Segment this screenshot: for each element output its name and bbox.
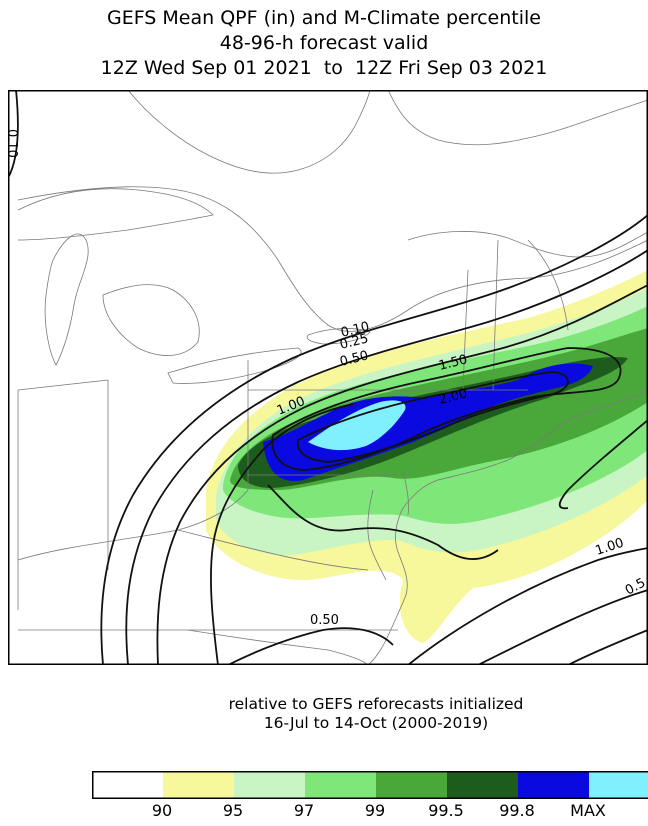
colorbar-swatch-7 (589, 771, 648, 799)
shade-99-8 (263, 363, 593, 482)
colorbar-labels: 90 95 97 99 99.5 99.8 MAX (0, 801, 648, 823)
canada-shore-east (407, 231, 648, 258)
contour-label-2-00: 2.00 (437, 386, 469, 408)
contour-0-25 (125, 249, 648, 665)
colorbar-border (92, 771, 648, 799)
title-line-1: GEFS Mean QPF (in) and M-Climate percent… (106, 7, 541, 29)
reforecast-note: relative to GEFS reforecasts initialized… (0, 695, 648, 733)
colorbar-label-90: 90 (151, 801, 173, 820)
state-line-virginia (177, 529, 369, 571)
contour-1-00 (210, 403, 354, 665)
contour-lower-right-1 (407, 547, 648, 665)
title-line-2: 48-96-h forecast valid (219, 32, 429, 54)
contour-label-0-50-south: 0.50 (310, 613, 339, 628)
colorbar-label-max: MAX (570, 801, 606, 820)
percentile-colorbar (92, 771, 648, 799)
contour-label-0-25: 0.25 (338, 331, 370, 353)
colorbar-label-99: 99 (364, 801, 386, 820)
shade-max (308, 400, 406, 451)
lake-ontario-outline (306, 328, 371, 345)
us-atlantic-coast (367, 389, 648, 665)
contour-label-0-50: 0.50 (338, 348, 370, 370)
delaware-bay (402, 469, 409, 516)
state-line-ny-vt (462, 269, 469, 391)
geography-outlines (17, 90, 648, 665)
colorbar-label-99-5: 99.5 (428, 801, 464, 820)
colorbar-swatch-1 (163, 771, 234, 799)
contour-lower-right-3 (567, 629, 648, 665)
colorbar-label-95: 95 (222, 801, 244, 820)
lake-superior-outline (17, 188, 214, 241)
colorbar-label-97: 97 (293, 801, 315, 820)
map-title: GEFS Mean QPF (in) and M-Climate percent… (0, 6, 648, 81)
contour-1-00-inner (267, 484, 499, 560)
colorbar-swatch-6 (518, 771, 589, 799)
contour-1-00-east (558, 419, 648, 510)
contour-0-10 (100, 214, 648, 665)
contour-2-00 (296, 371, 569, 463)
state-line-nc-sc (187, 629, 369, 665)
colorbar-swatch-3 (305, 771, 376, 799)
contour-0-50 (156, 284, 648, 665)
note-line-2: 16-Jul to 14-Oct (2000-2019) (263, 714, 489, 732)
great-lakes-canada-border (17, 186, 648, 332)
lake-huron-outline (102, 284, 200, 356)
contour-lower-right-2 (477, 589, 648, 665)
lake-michigan-outline (44, 233, 89, 366)
note-line-1: relative to GEFS reforecasts initialized (228, 695, 524, 713)
canada-coast-north (387, 90, 648, 146)
colorbar-swatch-2 (234, 771, 305, 799)
state-line-kentucky (17, 489, 249, 561)
hudson-bay-coast (127, 90, 371, 174)
colorbar-swatch-5 (447, 771, 518, 799)
map-panel: 0.10 0.10 0.25 0.50 1.00 1.50 2.00 1.00 … (8, 90, 648, 665)
contour-label-0-10-west: 0.10 (8, 129, 19, 158)
colorbar-swatch-4 (376, 771, 447, 799)
state-line-indiana-illinois (17, 379, 109, 610)
colorbar-label-99-8: 99.8 (499, 801, 535, 820)
contour-0-50-south (227, 627, 394, 665)
chesapeake-bay (367, 489, 387, 581)
contour-0-10-west (8, 90, 19, 179)
contour-label-1-50: 1.50 (437, 352, 469, 374)
percentile-shading (206, 270, 648, 643)
colorbar-swatch-0 (92, 771, 163, 799)
state-line-maine (527, 239, 569, 331)
contour-label-0-10: 0.10 (339, 319, 371, 341)
qpf-contours (8, 90, 648, 665)
contour-1-50 (271, 347, 622, 471)
title-line-3: 12Z Wed Sep 01 2021 to 12Z Fri Sep 03 20… (100, 57, 548, 79)
